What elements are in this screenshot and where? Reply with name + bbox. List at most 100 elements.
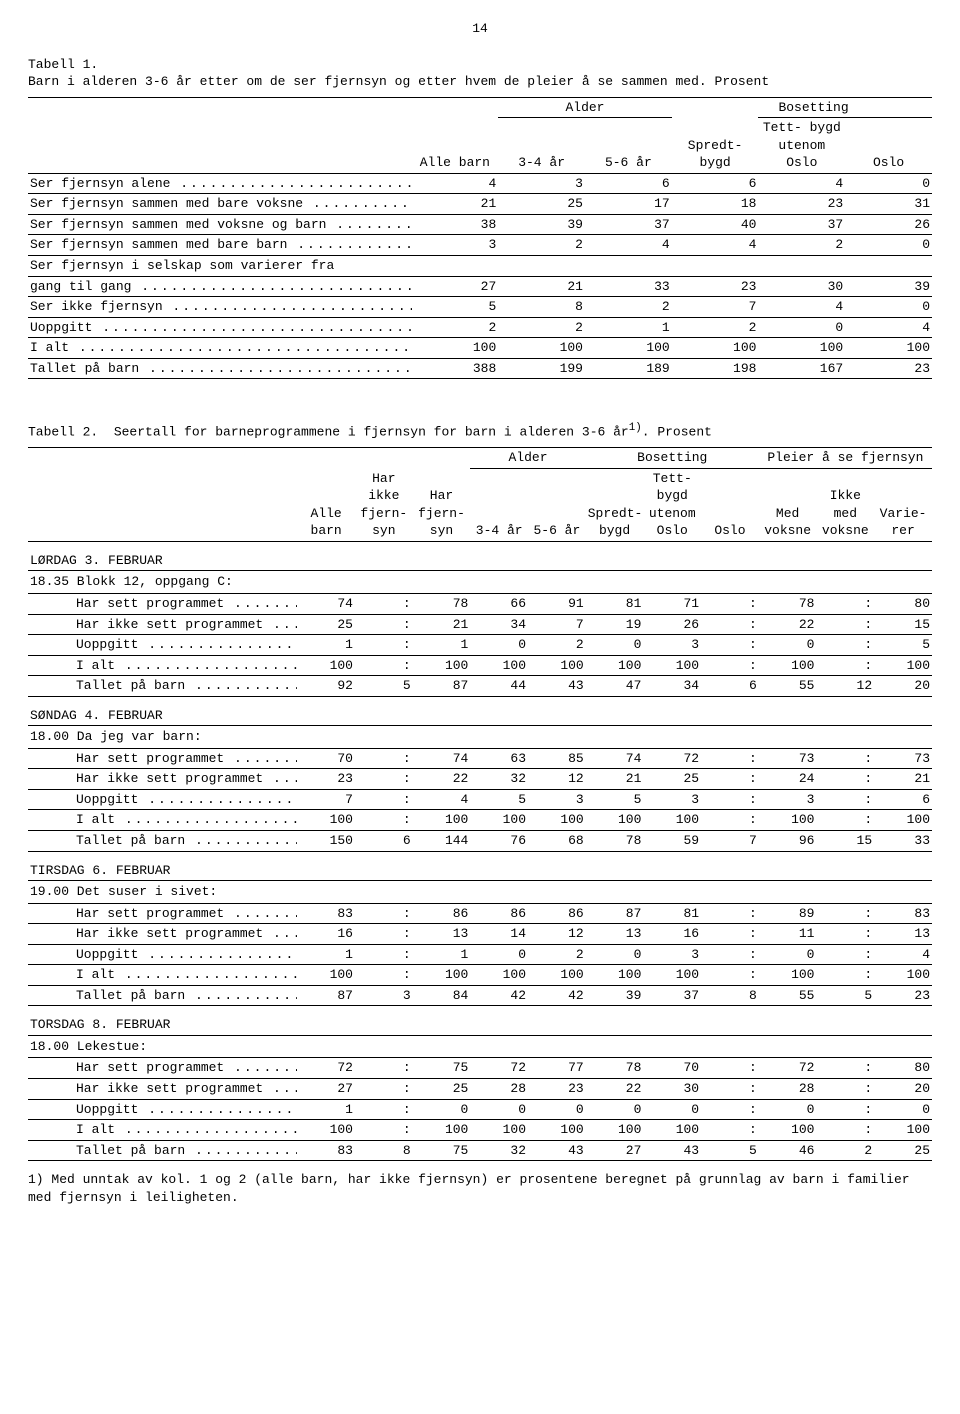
table1-cell (845, 256, 932, 277)
table2-cell: : (355, 614, 413, 635)
table2-cell: 1 (297, 944, 355, 965)
table2-cell: 70 (297, 748, 355, 769)
table1-cell: 31 (845, 194, 932, 215)
col-oslo: Oslo (845, 118, 932, 174)
table2-cell: 0 (586, 944, 644, 965)
table2-cell: 63 (470, 748, 528, 769)
table2-row-label: Har ikke sett programmet (28, 769, 297, 790)
table2-cell: 73 (874, 748, 932, 769)
table2-cell: 1 (413, 944, 471, 965)
table2-count-cell: 5 (701, 1140, 759, 1161)
table2-total-cell: 100 (759, 965, 817, 986)
table2-count-cell: 42 (470, 985, 528, 1006)
table2-cell: : (816, 748, 874, 769)
table1-total-cell: 100 (585, 338, 672, 359)
table2-total-cell: 100 (528, 810, 586, 831)
table2-count-cell: 32 (470, 1140, 528, 1161)
table2-cell: 27 (297, 1079, 355, 1100)
table2-count-cell: 44 (470, 676, 528, 697)
table2-count-cell: 144 (413, 831, 471, 852)
table1-caption: Tabell 1. Barn i alderen 3-6 år etter om… (28, 56, 932, 91)
table2-cell: 0 (643, 1099, 701, 1120)
table2-count-cell: 84 (413, 985, 471, 1006)
table2-count-cell: 46 (759, 1140, 817, 1161)
table1-cell: 4 (758, 297, 845, 318)
table2-count-cell: 43 (528, 676, 586, 697)
table2-count-cell: 47 (586, 676, 644, 697)
table2-cell: 0 (470, 1099, 528, 1120)
table2-total-cell: 100 (297, 655, 355, 676)
table2-cell: 72 (759, 1058, 817, 1079)
table2-row-label: Uoppgitt (28, 789, 297, 810)
table2-count-cell: 59 (643, 831, 701, 852)
table2-cell: 86 (528, 903, 586, 924)
programme-title: 18.00 Lekestue: (28, 1035, 932, 1058)
table2-count-label: Tallet på barn (28, 985, 297, 1006)
table1-cell: 38 (412, 214, 499, 235)
table2-total-cell: : (701, 810, 759, 831)
table2-total-cell: 100 (643, 810, 701, 831)
table1-cell: 4 (672, 235, 759, 256)
table2-cell: 3 (643, 789, 701, 810)
caption-sup: 1) (629, 422, 642, 434)
table2-cell: 3 (643, 635, 701, 656)
table2-cell: 89 (759, 903, 817, 924)
col-med: Med voksne (759, 468, 817, 541)
table2-total-cell: 100 (413, 655, 471, 676)
table2-total-label: I alt (28, 1120, 297, 1141)
table1-count-cell: 388 (412, 358, 499, 379)
table2-cell: 32 (470, 769, 528, 790)
table2-total-cell: 100 (643, 965, 701, 986)
table1-cell: 7 (672, 297, 759, 318)
table1-cell: 2 (498, 235, 585, 256)
table2-cell: : (701, 1079, 759, 1100)
table2-cell: 23 (528, 1079, 586, 1100)
table2-cell: 0 (470, 635, 528, 656)
table1-cell: 27 (412, 276, 499, 297)
table1-cell: 39 (845, 276, 932, 297)
table1-row-label: Ser fjernsyn sammen med bare barn (28, 235, 412, 256)
table2-cell: 75 (413, 1058, 471, 1079)
table2-cell: 3 (759, 789, 817, 810)
table2-total-cell: 100 (759, 1120, 817, 1141)
table2-cell: 5 (586, 789, 644, 810)
table2-count-cell: 39 (586, 985, 644, 1006)
table2-total-cell: 100 (643, 1120, 701, 1141)
table2-cell: 2 (528, 635, 586, 656)
table2-count-cell: 92 (297, 676, 355, 697)
table2-cell: 78 (413, 594, 471, 615)
table2-total-cell: 100 (297, 965, 355, 986)
table2-cell: : (355, 944, 413, 965)
table2-cell: 72 (643, 748, 701, 769)
col-var: Varie- rer (874, 468, 932, 541)
table2-total-cell: : (701, 965, 759, 986)
table1-cell: 21 (498, 276, 585, 297)
table2-total-cell: 100 (874, 1120, 932, 1141)
table1-cell: 30 (758, 276, 845, 297)
table2-cell: 81 (643, 903, 701, 924)
table2-cell: 87 (586, 903, 644, 924)
table1-count-cell: 23 (845, 358, 932, 379)
table2-count-cell: 6 (701, 676, 759, 697)
table1-total-cell: 100 (845, 338, 932, 359)
table2-cell: : (355, 789, 413, 810)
table2-cell: 13 (413, 924, 471, 945)
table2-cell: : (701, 903, 759, 924)
table2-cell: 21 (874, 769, 932, 790)
page-number: 14 (28, 20, 932, 38)
table2-count-cell: 23 (874, 985, 932, 1006)
table1-cell: 2 (585, 297, 672, 318)
table2-cell: 25 (297, 614, 355, 635)
programme-title: 18.00 Da jeg var barn: (28, 726, 932, 749)
table2-cell: : (816, 1099, 874, 1120)
table2-cell: 25 (643, 769, 701, 790)
table2-cell: 80 (874, 594, 932, 615)
table2-total-cell: : (355, 965, 413, 986)
table2-count-cell: 34 (643, 676, 701, 697)
table2-cell: 12 (528, 924, 586, 945)
col-3-4: 3-4 år (470, 468, 528, 541)
table2-row-label: Uoppgitt (28, 1099, 297, 1120)
table2-count-cell: 83 (297, 1140, 355, 1161)
col-spredt: Spredt- bygd (586, 468, 644, 541)
table2-cell: 78 (759, 594, 817, 615)
